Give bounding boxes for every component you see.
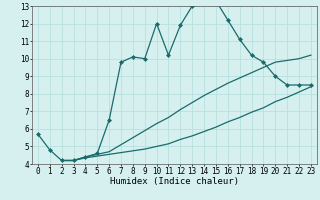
X-axis label: Humidex (Indice chaleur): Humidex (Indice chaleur) bbox=[110, 177, 239, 186]
